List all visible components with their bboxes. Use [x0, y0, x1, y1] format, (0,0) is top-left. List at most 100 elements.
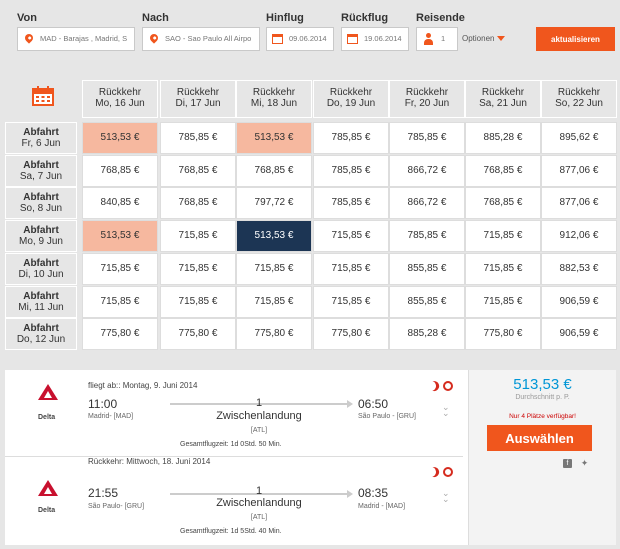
fare-cell[interactable]: 768,85 €	[82, 155, 158, 187]
return-date-header[interactable]: Rückkehr Mi, 18 Jun	[236, 80, 312, 118]
fare-cell[interactable]: 877,06 €	[541, 155, 617, 187]
fare-cell[interactable]: 785,85 €	[313, 187, 389, 219]
return-date-header[interactable]: Rückkehr Fr, 20 Jun	[389, 80, 465, 118]
fare-cell[interactable]: 775,80 €	[160, 318, 236, 350]
header-date: Mo, 9 Jun	[19, 236, 63, 247]
fare-cell[interactable]: 715,85 €	[82, 286, 158, 318]
update-button[interactable]: aktualisieren	[536, 27, 615, 51]
header-label: Rückkehr	[329, 87, 373, 98]
chevron-down-icon	[497, 36, 506, 42]
outbound-via: [ATL]	[250, 427, 268, 434]
depart-date-header[interactable]: Abfahrt Di, 10 Jun	[5, 253, 77, 285]
fare-cell[interactable]: 715,85 €	[160, 286, 236, 318]
header-date: Sa, 7 Jun	[19, 171, 63, 182]
outbound-stops: 1	[255, 397, 263, 409]
depart-date-header[interactable]: Abfahrt Do, 12 Jun	[5, 318, 77, 350]
fare-cell[interactable]: 785,85 €	[389, 220, 465, 252]
fare-cell[interactable]: 840,85 €	[82, 187, 158, 219]
fare-cell[interactable]: 797,72 €	[236, 187, 312, 219]
return-date-header[interactable]: Rückkehr Do, 19 Jun	[313, 80, 389, 118]
depart-date-header[interactable]: Abfahrt Fr, 6 Jun	[5, 122, 77, 154]
fare-cell[interactable]: 866,72 €	[389, 155, 465, 187]
fare-cell[interactable]: 715,85 €	[82, 253, 158, 285]
inbound-arr-city: Madrid - [MAD]	[358, 503, 406, 510]
options-dropdown[interactable]: Optionen	[462, 27, 512, 51]
expand-chevron-icon[interactable]: ⌄ ⌄	[442, 488, 450, 504]
depart-label: Hinflug	[266, 12, 304, 24]
return-date-header[interactable]: Rückkehr Mo, 16 Jun	[82, 80, 158, 118]
fare-cell[interactable]: 785,85 €	[313, 155, 389, 187]
fare-cell[interactable]: 882,53 €	[541, 253, 617, 285]
travelers-label: Reisende	[416, 12, 465, 24]
header-label: Abfahrt	[23, 192, 59, 203]
fare-cell[interactable]: 768,85 €	[465, 187, 541, 219]
fare-cell[interactable]: 775,80 €	[236, 318, 312, 350]
header-date: Mo, 16 Jun	[95, 98, 145, 109]
fare-cell[interactable]: 768,85 €	[236, 155, 312, 187]
fare-cell[interactable]: 715,85 €	[236, 253, 312, 285]
outbound-heading: fliegt ab:: Montag, 9. Juni 2014	[88, 381, 198, 390]
fare-cell[interactable]: 715,85 €	[313, 220, 389, 252]
depart-date-input[interactable]: 09.06.2014	[266, 27, 334, 51]
route-line	[170, 403, 348, 405]
clock-alert-icon	[443, 381, 453, 391]
from-input[interactable]: MAD - Barajas , Madrid, S	[17, 27, 135, 51]
fare-cell[interactable]: 715,85 €	[313, 286, 389, 318]
fare-cell[interactable]: 855,85 €	[389, 286, 465, 318]
depart-date-header[interactable]: Abfahrt Mo, 9 Jun	[5, 220, 77, 252]
fare-cell[interactable]: 785,85 €	[160, 122, 236, 154]
person-icon	[421, 32, 435, 46]
depart-date-header[interactable]: Abfahrt Sa, 7 Jun	[5, 155, 77, 187]
fare-cell[interactable]: 715,85 €	[465, 253, 541, 285]
header-date: Di, 10 Jun	[18, 269, 64, 280]
fare-cell[interactable]: 715,85 €	[465, 286, 541, 318]
delta-logo-icon	[36, 384, 60, 406]
seats-left-notice: Nur 4 Plätze verfügbar!	[509, 413, 576, 420]
fare-cell[interactable]: 895,62 €	[541, 122, 617, 154]
fare-cell[interactable]: 513,53 €	[82, 220, 158, 252]
fare-cell[interactable]: 513,53 €	[236, 220, 312, 252]
return-date-header[interactable]: Rückkehr So, 22 Jun	[541, 80, 617, 118]
segment-divider	[5, 456, 463, 457]
choose-button[interactable]: Auswählen	[487, 425, 592, 451]
fare-cell[interactable]: 715,85 €	[160, 220, 236, 252]
fare-cell[interactable]: 906,59 €	[541, 286, 617, 318]
return-date-header[interactable]: Rückkehr Di, 17 Jun	[160, 80, 236, 118]
price-panel: 513,53 € Durchschnitt p. P. Nur 4 Plätze…	[468, 370, 616, 545]
travelers-input[interactable]: 1	[416, 27, 458, 51]
return-date-input[interactable]: 19.06.2014	[341, 27, 409, 51]
return-date-header[interactable]: Rückkehr Sa, 21 Jun	[465, 80, 541, 118]
fare-cell[interactable]: 775,80 €	[313, 318, 389, 350]
fare-cell[interactable]: 768,85 €	[465, 155, 541, 187]
fare-cell[interactable]: 513,53 €	[82, 122, 158, 154]
fare-cell[interactable]: 768,85 €	[160, 187, 236, 219]
depart-date-header[interactable]: Abfahrt Mi, 11 Jun	[5, 286, 77, 318]
fare-cell[interactable]: 877,06 €	[541, 187, 617, 219]
fare-cell[interactable]: 885,28 €	[389, 318, 465, 350]
fare-cell[interactable]: 855,85 €	[389, 253, 465, 285]
fare-cell[interactable]: 715,85 €	[465, 220, 541, 252]
fare-cell[interactable]: 906,59 €	[541, 318, 617, 350]
fare-cell[interactable]: 775,80 €	[82, 318, 158, 350]
fare-cell[interactable]: 785,85 €	[313, 122, 389, 154]
fare-cell[interactable]: 866,72 €	[389, 187, 465, 219]
depart-date-header[interactable]: Abfahrt So, 8 Jun	[5, 187, 77, 219]
clock-alert-icon	[443, 467, 453, 477]
fare-cell[interactable]: 775,80 €	[465, 318, 541, 350]
airline-name: Delta	[38, 414, 56, 421]
fare-cell[interactable]: 885,28 €	[465, 122, 541, 154]
fare-cell[interactable]: 912,06 €	[541, 220, 617, 252]
fare-cell[interactable]: 768,85 €	[160, 155, 236, 187]
fare-cell[interactable]: 785,85 €	[389, 122, 465, 154]
to-input[interactable]: SAO - Sao Paulo All Airpo	[142, 27, 260, 51]
twitter-icon[interactable]: ✦	[580, 458, 589, 468]
fare-cell[interactable]: 715,85 €	[313, 253, 389, 285]
arrow-right-icon	[347, 490, 353, 498]
header-date: So, 22 Jun	[555, 98, 603, 109]
fare-cell[interactable]: 715,85 €	[160, 253, 236, 285]
fare-cell[interactable]: 513,53 €	[236, 122, 312, 154]
expand-chevron-icon[interactable]: ⌄ ⌄	[442, 402, 450, 418]
calendar-icon	[346, 32, 360, 46]
facebook-icon[interactable]: f	[563, 459, 572, 468]
fare-cell[interactable]: 715,85 €	[236, 286, 312, 318]
